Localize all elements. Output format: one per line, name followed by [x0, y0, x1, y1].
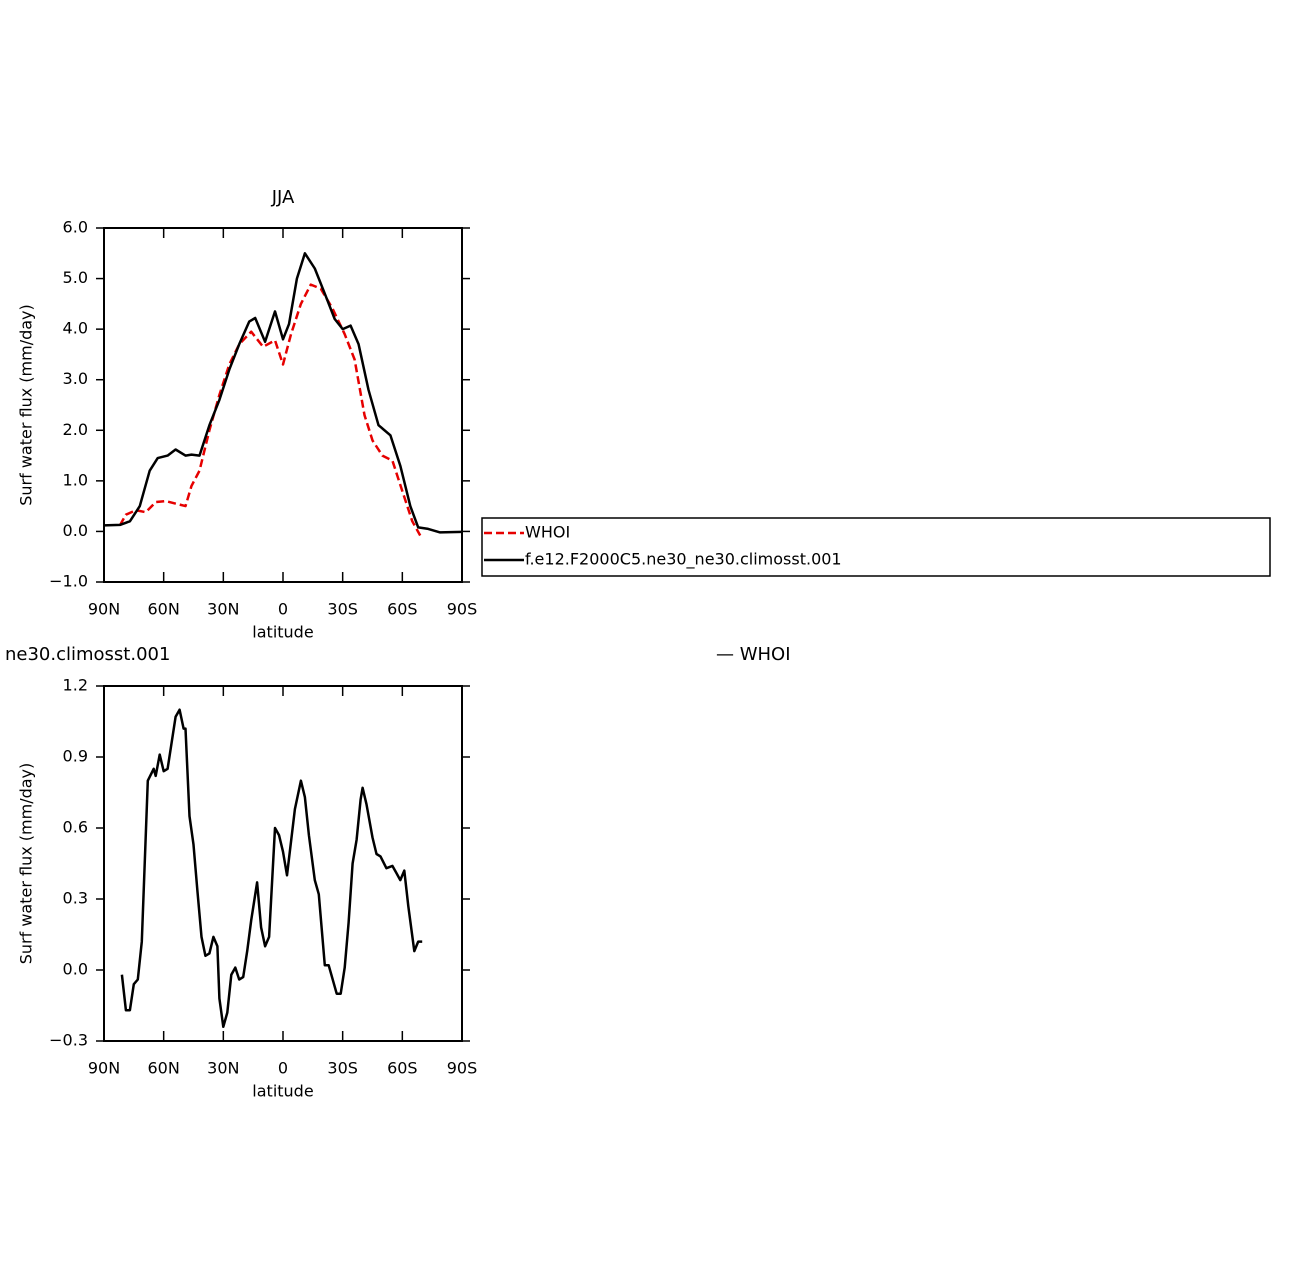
- legend-label: WHOI: [525, 523, 570, 542]
- x-tick-label: 90S: [447, 600, 478, 619]
- y-tick-label: 5.0: [63, 268, 88, 287]
- x-axis-label: latitude: [252, 1082, 313, 1101]
- y-tick-label: 0.9: [63, 747, 88, 766]
- x-tick-label: 60S: [387, 1059, 418, 1078]
- y-tick-label: 0.6: [63, 818, 88, 837]
- y-tick-label: 2.0: [63, 420, 88, 439]
- plot-frame: [103, 227, 463, 583]
- legend-label: f.e12.F2000C5.ne30_ne30.climosst.001: [525, 550, 842, 570]
- y-tick-label: −1.0: [49, 572, 88, 591]
- x-tick-label: 30S: [327, 600, 358, 619]
- y-tick-label: 3.0: [63, 369, 88, 388]
- y-tick-label: −0.3: [49, 1031, 88, 1050]
- chart-title: ne30.climosst.001: [5, 644, 170, 665]
- x-tick-label: 60N: [148, 1059, 180, 1078]
- y-tick-label: 0.0: [63, 521, 88, 540]
- y-axis-label: Surf water flux (mm/day): [17, 304, 36, 506]
- data-line: [120, 708, 423, 1029]
- x-tick-label: 60S: [387, 600, 418, 619]
- y-tick-label: 6.0: [63, 218, 88, 237]
- x-tick-label: 30S: [327, 1059, 358, 1078]
- x-tick-label: 90S: [447, 1059, 478, 1078]
- x-tick-label: 30N: [207, 1059, 239, 1078]
- x-tick-label: 0: [278, 1059, 288, 1078]
- x-tick-label: 90N: [88, 1059, 120, 1078]
- y-tick-label: 1.2: [63, 676, 88, 695]
- y-tick-label: 0.0: [63, 960, 88, 979]
- chart-title: JJA: [271, 187, 295, 208]
- x-tick-label: 60N: [148, 600, 180, 619]
- x-tick-label: 30N: [207, 600, 239, 619]
- y-tick-label: 1.0: [63, 470, 88, 489]
- y-tick-label: 0.3: [63, 889, 88, 908]
- x-axis-label: latitude: [252, 623, 313, 642]
- x-tick-label: 90N: [88, 600, 120, 619]
- data-line: [118, 283, 422, 537]
- y-tick-label: 4.0: [63, 319, 88, 338]
- legend-box: [481, 517, 1271, 577]
- plot-frame: [103, 685, 463, 1042]
- data-line: [103, 252, 463, 534]
- chart-subtitle: — WHOI: [716, 644, 791, 665]
- y-axis-label: Surf water flux (mm/day): [17, 763, 36, 965]
- x-tick-label: 0: [278, 600, 288, 619]
